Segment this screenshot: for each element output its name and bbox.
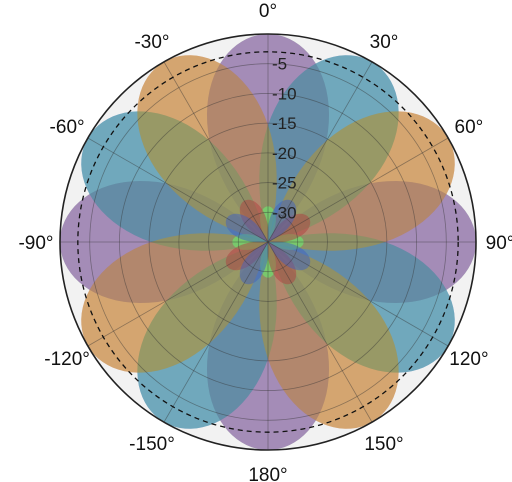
r-tick-label: -5 xyxy=(272,55,287,74)
label-layer: 0° 30° 60° 90° 120° 150° 180° -150° -120° -90° -60… xyxy=(18,1,512,482)
angle-gridline-8 xyxy=(163,241,269,423)
angle-tick-label: 60° xyxy=(455,117,484,138)
angle-gridline-11 xyxy=(87,137,269,243)
angle-tick-label: -120° xyxy=(44,349,90,370)
r-gridline-2 xyxy=(208,182,328,302)
angle-tick-label: 90° xyxy=(486,233,512,254)
r-gridline-3 xyxy=(178,152,358,332)
series-layer xyxy=(60,34,476,450)
r-gridline-5 xyxy=(119,93,417,391)
r-tick-label: -20 xyxy=(272,144,297,163)
r-gridline-1 xyxy=(237,211,299,273)
plot-border xyxy=(59,33,477,451)
angle-tick-label: 0° xyxy=(259,1,277,22)
angle-tick-label: 120° xyxy=(449,349,488,370)
angle-tick-label: 30° xyxy=(370,32,399,53)
r-gridline-4 xyxy=(148,122,388,362)
angle-gridline-6 xyxy=(267,241,373,423)
angle-gridline-5 xyxy=(267,241,449,347)
r-tick-label: -10 xyxy=(272,84,297,103)
grid-layer xyxy=(60,34,476,450)
angle-tick-label: 150° xyxy=(364,434,403,455)
angle-tick-label: 180° xyxy=(248,465,287,482)
angle-tick-label: -60° xyxy=(50,117,85,138)
r-tick-label: -30 xyxy=(272,203,297,222)
r-gridline-6 xyxy=(89,63,447,421)
angle-gridline-3 xyxy=(267,137,449,243)
angle-gridline-9 xyxy=(87,241,269,347)
angle-gridline-12 xyxy=(163,61,269,243)
reference-circle xyxy=(77,51,459,433)
angle-gridline-2 xyxy=(267,61,373,243)
r-tick-label: -15 xyxy=(272,114,297,133)
angle-tick-label: -30° xyxy=(134,32,169,53)
r-tick-label: -25 xyxy=(272,174,297,193)
angle-tick-label: -150° xyxy=(129,434,175,455)
series-9-patch xyxy=(225,199,311,285)
angle-tick-label: -90° xyxy=(18,233,53,254)
